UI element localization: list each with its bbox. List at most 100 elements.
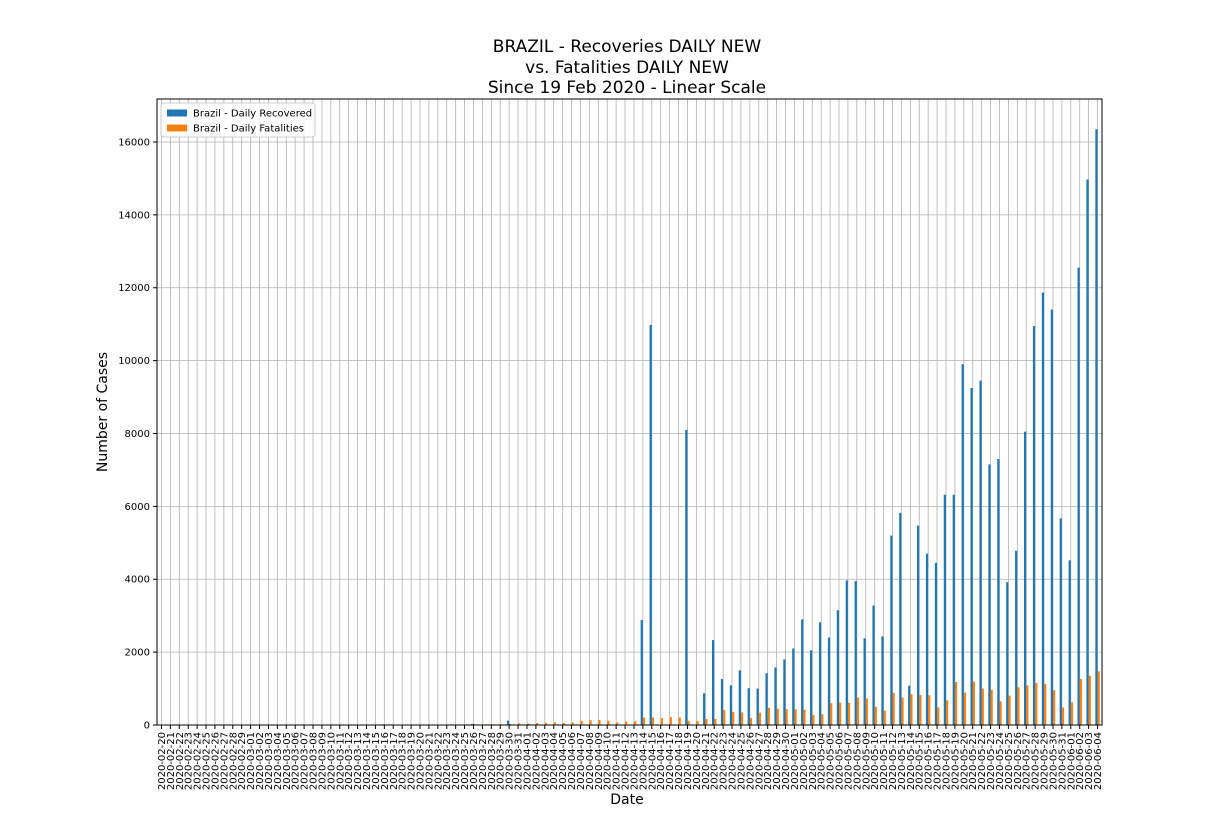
bar: [1086, 180, 1088, 725]
bar: [712, 640, 714, 725]
bar: [634, 721, 636, 725]
bar: [953, 495, 955, 725]
bar: [625, 721, 627, 725]
bar: [988, 464, 990, 725]
x-tick-label: 2020-06-04: [1093, 732, 1104, 790]
bar: [643, 718, 645, 725]
bar: [964, 693, 966, 725]
bar: [812, 715, 814, 725]
bar: [991, 690, 993, 725]
bar: [774, 667, 776, 725]
bar: [589, 720, 591, 725]
bar: [705, 719, 707, 725]
bar: [757, 689, 759, 725]
bar: [935, 563, 937, 725]
bar: [982, 689, 984, 725]
bar: [1008, 696, 1010, 725]
legend-swatch: [167, 110, 187, 117]
bar: [1006, 582, 1008, 725]
bar: [1089, 676, 1091, 725]
bar: [750, 718, 752, 725]
legend-label: Brazil - Daily Fatalities: [193, 124, 304, 135]
bar: [696, 721, 698, 725]
bar: [892, 693, 894, 725]
bar: [687, 721, 689, 725]
bar: [926, 554, 928, 725]
bar: [944, 495, 946, 725]
bar: [607, 721, 609, 725]
chart-title: BRAZIL - Recoveries DAILY NEW: [493, 37, 762, 57]
bar: [857, 698, 859, 725]
chart-title: Since 19 Feb 2020 - Linear Scale: [488, 78, 766, 98]
bar: [783, 659, 785, 725]
x-axis-label: Date: [610, 792, 643, 808]
bar: [801, 619, 803, 725]
bar: [1062, 708, 1064, 725]
y-tick-label: 8000: [125, 429, 150, 440]
bar: [685, 430, 687, 725]
bar: [723, 710, 725, 725]
bar: [759, 713, 761, 725]
bar: [652, 718, 654, 725]
bar: [962, 364, 964, 725]
bar: [598, 720, 600, 725]
bar: [714, 719, 716, 725]
bar: [1095, 129, 1097, 725]
bar: [721, 679, 723, 725]
bar: [1026, 685, 1028, 725]
bar: [837, 610, 839, 725]
bar: [866, 698, 868, 725]
bar: [828, 638, 830, 725]
bar: [1098, 671, 1100, 725]
bar: [999, 701, 1001, 725]
bar: [846, 580, 848, 725]
legend-swatch: [167, 125, 187, 132]
bar: [670, 717, 672, 725]
bar: [1069, 560, 1071, 725]
bar: [792, 648, 794, 725]
bar: [917, 526, 919, 725]
y-tick-label: 10000: [118, 356, 150, 367]
y-tick-label: 12000: [118, 283, 150, 294]
bar: [741, 712, 743, 725]
bar: [507, 721, 509, 725]
bar: [794, 709, 796, 725]
y-tick-label: 14000: [118, 210, 150, 221]
bar: [732, 712, 734, 725]
y-tick-label: 6000: [125, 502, 150, 513]
chart-title: vs. Fatalities DAILY NEW: [525, 58, 729, 78]
bar: [979, 381, 981, 725]
bar: [819, 622, 821, 725]
bar: [971, 388, 973, 725]
bar: [848, 703, 850, 725]
bar: [997, 459, 999, 725]
bar: [786, 709, 788, 725]
bar: [1060, 518, 1062, 725]
bar: [839, 703, 841, 725]
bar: [1044, 684, 1046, 725]
bar: [1017, 687, 1019, 725]
bar: [1071, 702, 1073, 725]
bar: [1042, 292, 1044, 725]
bar: [679, 717, 681, 725]
bar: [908, 686, 910, 725]
y-axis-label: Number of Cases: [95, 352, 111, 472]
bar: [1033, 326, 1035, 725]
bar: [1051, 310, 1053, 725]
bar: [855, 581, 857, 725]
bar: [730, 685, 732, 725]
bar: [765, 673, 767, 725]
bar: [955, 682, 957, 725]
y-tick-label: 0: [144, 721, 150, 732]
bar: [884, 711, 886, 725]
bar: [890, 536, 892, 725]
bar: [928, 695, 930, 725]
bar: [864, 638, 866, 725]
y-tick-label: 2000: [125, 648, 150, 659]
legend-label: Brazil - Daily Recovered: [193, 109, 312, 120]
bar: [899, 513, 901, 725]
bar: [937, 707, 939, 725]
bar: [748, 688, 750, 725]
bar: [973, 682, 975, 725]
